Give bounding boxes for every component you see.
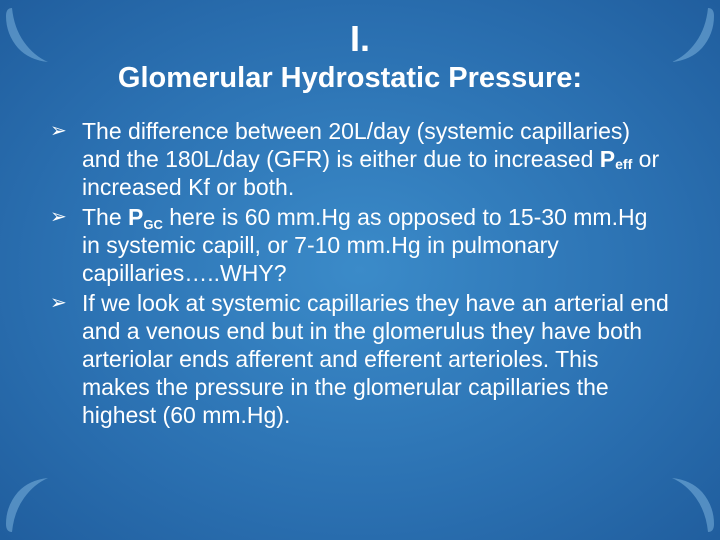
bullet-bold: P (128, 204, 143, 230)
bullet-text-pre: The difference between 20L/day (systemic… (82, 118, 630, 172)
slide-heading: Glomerular Hydrostatic Pressure: (30, 62, 670, 95)
slide-container: I. Glomerular Hydrostatic Pressure: ➢ Th… (0, 0, 720, 540)
bullet-text-post: here is 60 mm.Hg as opposed to 15-30 mm.… (82, 204, 647, 286)
bullet-marker-icon: ➢ (50, 119, 67, 143)
bullet-list: ➢ The difference between 20L/day (system… (50, 117, 670, 430)
list-item: ➢ If we look at systemic capillaries the… (50, 289, 670, 429)
list-item: ➢ The PGC here is 60 mm.Hg as opposed to… (50, 203, 670, 287)
bullet-bold: P (600, 146, 615, 172)
bullet-subscript: eff (615, 156, 632, 172)
corner-decoration-br (656, 476, 716, 536)
bullet-subscript: GC (143, 217, 163, 232)
bullet-marker-icon: ➢ (50, 205, 67, 229)
section-number: I. (50, 18, 670, 60)
bullet-text-pre: If we look at systemic capillaries they … (82, 290, 669, 428)
list-item: ➢ The difference between 20L/day (system… (50, 117, 670, 201)
bullet-marker-icon: ➢ (50, 291, 67, 315)
corner-decoration-bl (4, 476, 64, 536)
bullet-text-pre: The (82, 204, 128, 230)
